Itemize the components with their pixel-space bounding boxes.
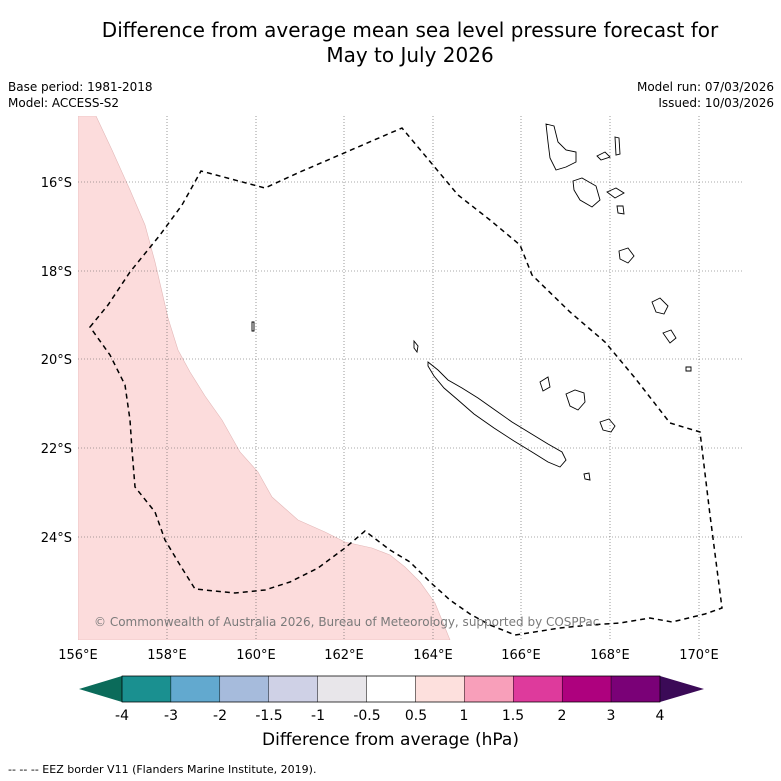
colorbar-swatch	[268, 675, 318, 703]
lon-label: 156°E	[58, 648, 98, 663]
colorbar-tick: -2	[213, 708, 227, 724]
vanuatu-erromango	[651, 297, 669, 315]
positive-anomaly-area	[78, 116, 451, 640]
colorbar-swatches	[121, 675, 661, 703]
colorbar-swatch	[513, 675, 563, 703]
gridlines	[78, 116, 743, 640]
lat-label: 24°S	[41, 531, 72, 546]
lat-label: 20°S	[41, 353, 72, 368]
vanuatu-malekula	[572, 177, 601, 208]
colorbar-tick: 4	[656, 708, 665, 724]
colorbar-swatch	[219, 675, 269, 703]
meta-right: Model run: 07/03/2026 Issued: 10/03/2026	[637, 79, 774, 111]
vanuatu-tanna	[662, 329, 677, 344]
belep-islands	[413, 339, 419, 354]
colorbar-tick: -3	[164, 708, 178, 724]
title-line-1: Difference from average mean sea level p…	[101, 18, 719, 42]
meta-left: Base period: 1981-2018 Model: ACCESS-S2	[8, 79, 153, 111]
colorbar-swatch	[170, 675, 221, 703]
coastlines	[251, 123, 692, 481]
colorbar-under-arrow	[79, 676, 122, 702]
title-line-2: May to July 2026	[326, 43, 494, 67]
model-name: Model: ACCESS-S2	[8, 96, 120, 110]
colorbar-tick-labels: -4 -3 -2 -1.5 -1 -0.5 0.5 1 1.5 2 3 4	[115, 708, 665, 724]
chart-title: Difference from average mean sea level p…	[0, 18, 781, 68]
vanuatu-epi	[616, 205, 625, 215]
model-run: Model run: 07/03/2026	[636, 80, 774, 94]
vanuatu-efate	[618, 247, 635, 264]
lat-label: 22°S	[41, 442, 72, 457]
matthew-island	[685, 366, 692, 372]
colorbar-swatch	[415, 675, 465, 703]
lon-label: 170°E	[679, 648, 719, 663]
colorbar-tick: -1.5	[255, 708, 282, 724]
mare-island	[599, 418, 616, 433]
colorbar-tick: 2	[558, 708, 567, 724]
latitude-labels: 16°S 18°S 20°S 22°S 24°S	[41, 176, 72, 546]
colorbar-tick: 1	[460, 708, 469, 724]
isle-of-pines	[583, 472, 591, 481]
issued-date: Issued: 10/03/2026	[658, 96, 774, 110]
lon-label: 162°E	[324, 648, 364, 663]
copyright-notice: © Commonwealth of Australia 2026, Bureau…	[94, 615, 599, 629]
longitude-labels: 156°E 158°E 160°E 162°E 164°E 166°E 168°…	[58, 648, 719, 663]
colorbar-tick: -0.5	[353, 708, 380, 724]
colorbar	[79, 675, 704, 703]
colorbar-swatch	[561, 675, 612, 703]
colorbar-swatch	[121, 675, 172, 703]
vanuatu-pentecost	[614, 136, 621, 156]
colorbar-tick: -4	[115, 708, 129, 724]
lon-label: 158°E	[147, 648, 187, 663]
lat-label: 16°S	[41, 176, 72, 191]
colorbar-swatch	[610, 675, 661, 703]
colorbar-title: Difference from average (hPa)	[262, 730, 519, 750]
lifou-island	[565, 389, 586, 411]
eez-border	[89, 127, 723, 636]
lat-label: 18°S	[41, 265, 72, 280]
colorbar-tick: 1.5	[502, 708, 524, 724]
colorbar-swatch	[366, 675, 416, 703]
lon-label: 168°E	[590, 648, 630, 663]
new-caledonia-coast	[427, 361, 567, 468]
base-period: Base period: 1981-2018	[8, 80, 153, 94]
vanuatu-ambrym	[606, 187, 625, 199]
lon-label: 166°E	[501, 648, 541, 663]
colorbar-swatch	[317, 675, 367, 703]
colorbar-tick: 0.5	[405, 708, 427, 724]
chesterfield-island	[251, 321, 255, 332]
colorbar-swatch	[464, 675, 514, 703]
ouvea-island	[539, 376, 551, 392]
eez-footnote: -- -- -- EEZ border V11 (Flanders Marine…	[8, 763, 317, 776]
colorbar-over-arrow	[660, 676, 704, 702]
colorbar-tick: -1	[311, 708, 325, 724]
vanuatu-ambae	[596, 151, 611, 161]
colorbar-tick: 3	[607, 708, 616, 724]
vanuatu-espiritu-santo	[545, 123, 577, 171]
lon-label: 164°E	[413, 648, 453, 663]
lon-label: 160°E	[236, 648, 276, 663]
